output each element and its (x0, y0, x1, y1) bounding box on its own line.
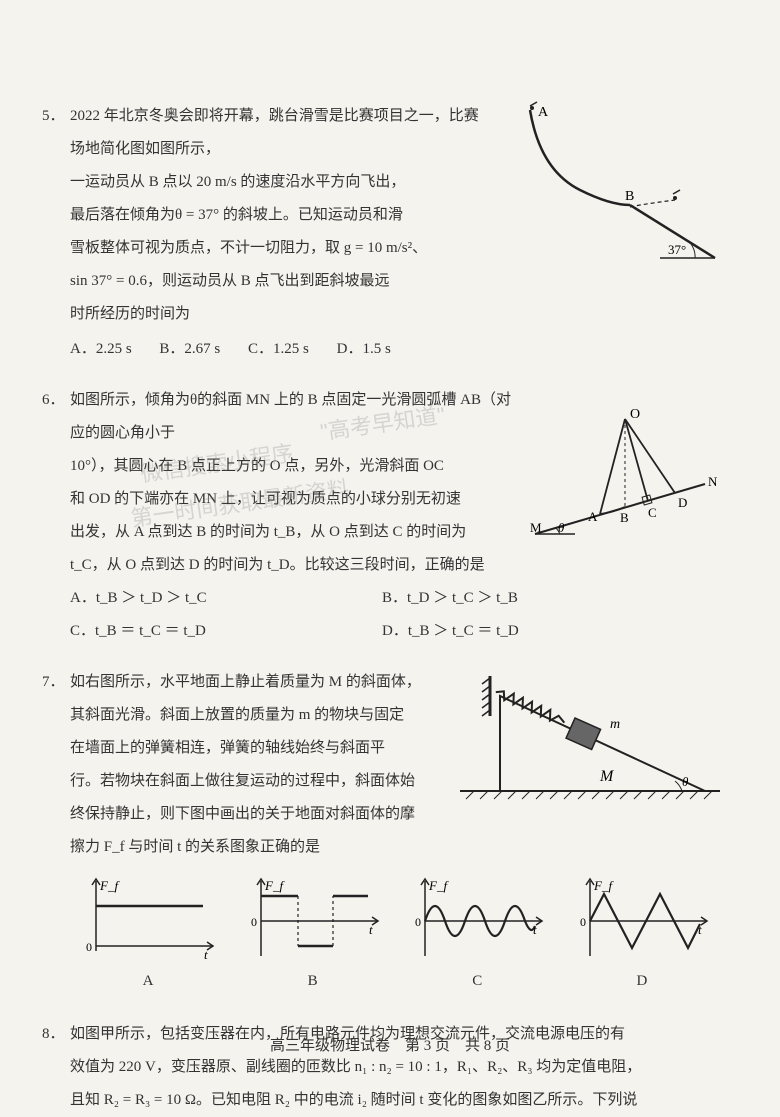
ground-hatch-icon (460, 791, 712, 799)
q7-graphs: F_f t 0 A F_f t 0 B (70, 876, 720, 998)
ylabel: F_f (593, 878, 614, 893)
label-m: M (530, 520, 542, 535)
ylabel: F_f (99, 878, 120, 893)
q5-option-d: D．1.5 s (337, 333, 391, 366)
ylabel: F_f (264, 878, 285, 893)
ylabel: F_f (428, 878, 449, 893)
question-7: 7． m M θ (70, 666, 720, 998)
graph-d: F_f t 0 D (564, 876, 720, 998)
graph-c-label: C (399, 965, 555, 998)
xlabel: t (533, 922, 537, 937)
origin-label: 0 (86, 940, 92, 954)
label-b: B (625, 189, 634, 204)
q6-figure: O A B C D M N θ (530, 404, 720, 544)
q5-line5: 时所经历的时间为 (70, 298, 720, 331)
q6-option-c: C．t_B ＝ t_C ＝ t_D (70, 615, 382, 648)
oa-line-icon (600, 419, 625, 514)
label-c: C (648, 505, 657, 520)
q6-option-a: A．t_B ＞ t_D ＞ t_C (70, 582, 382, 615)
question-5: 5． A B 37° 2022 年北京冬奥会即将开幕，跳台滑雪是比赛项目之一，比… (70, 100, 720, 366)
xlabel: t (369, 922, 373, 937)
q8-line2: 且知 R₂ = R₃ = 10 Ω。已知电阻 R₂ 中的电流 i₂ 随时间 t … (70, 1084, 720, 1117)
flag-mark-icon (530, 102, 537, 106)
od-line-icon (625, 419, 675, 493)
question-number: 5． (42, 100, 65, 133)
label-a: A (588, 509, 598, 524)
label-m: m (610, 717, 620, 732)
question-number: 6． (42, 384, 65, 417)
xlabel: t (698, 922, 702, 937)
question-number: 7． (42, 666, 65, 699)
label-theta: θ (682, 774, 689, 789)
label-big-m: M (599, 768, 615, 785)
label-angle: 37° (668, 242, 686, 257)
graph-a: F_f t 0 A (70, 876, 226, 998)
graph-d-label: D (564, 965, 720, 998)
q6-options: A．t_B ＞ t_D ＞ t_C B．t_D ＞ t_C ＞ t_B C．t_… (70, 582, 720, 648)
origin-label: 0 (251, 915, 257, 929)
skier-dot-icon (673, 196, 677, 200)
graph-a-label: A (70, 965, 226, 998)
page-footer: 高三年级物理试卷 第 3 页 共 8 页 (0, 1030, 780, 1063)
ski-curve-icon (530, 110, 630, 205)
oc-line-icon (625, 419, 648, 501)
graph-b-label: B (235, 965, 391, 998)
question-6: 6． O A B C D M N θ 如图所示，倾角为θ的斜面 MN 上的 B … (70, 384, 720, 648)
q5-options: A．2.25 s B．2.67 s C．1.25 s D．1.5 s (70, 333, 720, 366)
label-theta: θ (558, 520, 565, 535)
q7-figure: m M θ (460, 666, 720, 806)
label-d: D (678, 495, 687, 510)
q6-line4: t_C，从 O 点到达 D 的时间为 t_D。比较这三段时间，正确的是 (70, 549, 720, 582)
label-b: B (620, 510, 629, 525)
origin-label: 0 (415, 915, 421, 929)
origin-label: 0 (580, 915, 586, 929)
q5-option-b: B．2.67 s (159, 333, 220, 366)
graph-b: F_f t 0 B (235, 876, 391, 998)
trajectory-dash-icon (630, 200, 675, 207)
xlabel: t (204, 947, 208, 961)
q6-option-b: B．t_D ＞ t_C ＞ t_B (382, 582, 694, 615)
q7-line5: 擦力 F_f 与时间 t 的关系图象正确的是 (70, 831, 720, 864)
label-n: N (708, 474, 718, 489)
q5-figure: A B 37° (490, 100, 720, 270)
q5-option-c: C．1.25 s (248, 333, 309, 366)
graph-c: F_f t 0 C (399, 876, 555, 998)
label-o: O (630, 407, 640, 422)
ski-mark-icon (673, 190, 680, 194)
label-a: A (538, 105, 549, 120)
q5-option-a: A．2.25 s (70, 333, 132, 366)
point-a-dot-icon (530, 106, 534, 110)
q6-option-d: D．t_B ＞ t_C ＝ t_D (382, 615, 694, 648)
